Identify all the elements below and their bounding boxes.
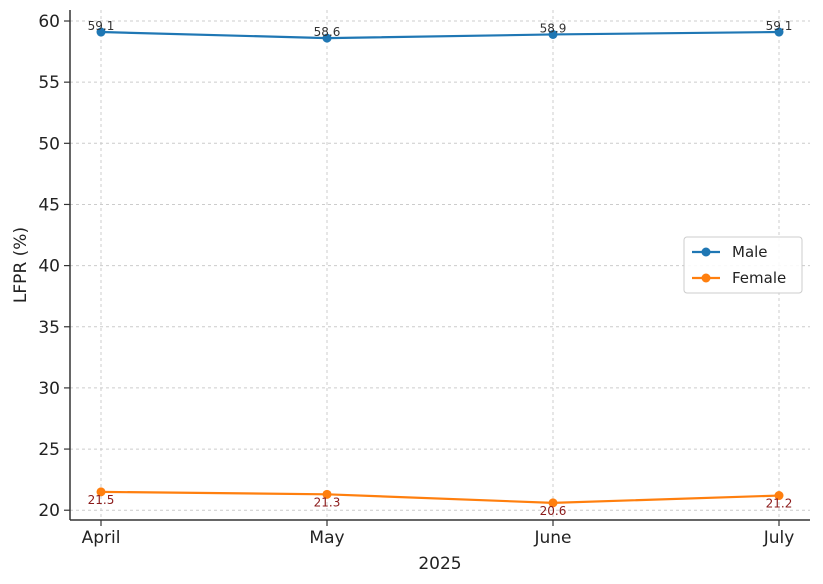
data-label-male: 58.9 [540, 21, 567, 35]
x-tick-label: July [763, 528, 795, 548]
data-label-female: 20.6 [540, 504, 567, 518]
y-tick-label: 45 [38, 195, 60, 215]
data-point-female [96, 487, 106, 497]
series-line-female [100, 490, 780, 504]
data-point-female [548, 498, 558, 508]
data-labels-layer: 59.1 58.6 58.9 59.1 21.5 21.3 20.6 21.2 [88, 19, 793, 518]
data-point-male [774, 27, 784, 37]
legend-entry-male: Male [732, 243, 768, 261]
legend: Male Female [683, 236, 803, 294]
y-tick-label: 55 [38, 73, 60, 93]
legend-swatch-marker [701, 247, 711, 257]
data-point-female [774, 491, 784, 501]
y-axis-title: LFPR (%) [11, 227, 31, 303]
data-label-male: 59.1 [766, 19, 793, 33]
axes-layer [69, 10, 810, 521]
data-point-female [322, 489, 332, 499]
data-label-female: 21.5 [88, 493, 115, 507]
y-tick-label: 35 [38, 318, 60, 338]
y-tick-label: 20 [38, 501, 60, 521]
data-point-male [548, 29, 558, 39]
data-point-male [96, 27, 106, 37]
ticks-layer: 20 25 30 35 40 45 50 55 60 April May June July [38, 12, 794, 548]
y-tick-label: 25 [38, 440, 60, 460]
x-tick-label: April [82, 528, 121, 548]
data-label-male: 58.6 [314, 25, 341, 39]
x-tick-label: May [309, 528, 344, 548]
y-tick-label: 60 [38, 12, 60, 32]
x-tick-label: June [533, 528, 571, 548]
y-tick-label: 30 [38, 379, 60, 399]
data-label-female: 21.3 [314, 495, 341, 509]
series-line-male [100, 30, 780, 40]
data-label-male: 59.1 [88, 19, 115, 33]
y-tick-label: 40 [38, 257, 60, 277]
legend-swatch-marker [701, 273, 711, 283]
series-layer [96, 27, 784, 508]
x-axis-title: 2025 [418, 554, 461, 574]
legend-entry-female: Female [732, 269, 786, 287]
y-tick-label: 50 [38, 134, 60, 154]
data-point-male [322, 33, 332, 43]
data-label-female: 21.2 [766, 497, 793, 511]
